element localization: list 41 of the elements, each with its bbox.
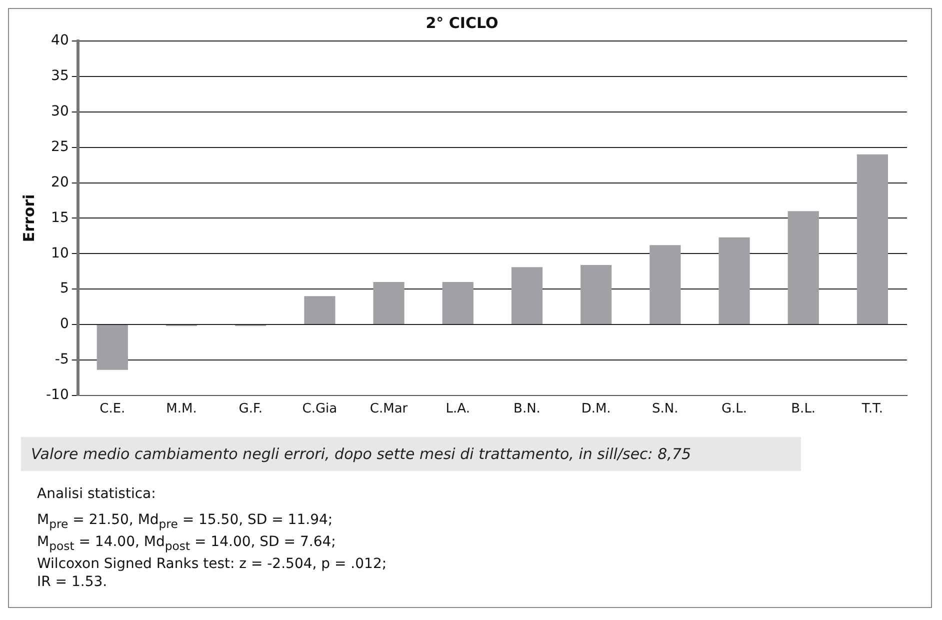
- bar: [442, 282, 474, 324]
- text: Wilcoxon Signed Ranks test: z = -2.504, p = .012;: [37, 554, 388, 573]
- x-tick-label: C.Mar: [370, 402, 408, 417]
- x-tick-label: L.A.: [446, 402, 470, 417]
- bar: [511, 267, 543, 324]
- y-tick-label: -10: [46, 387, 69, 404]
- bar: [580, 264, 612, 324]
- text: M$_{post}$ = 14.00, Md$_{post}$ = 14.00, SD = 7.64;: [37, 532, 337, 555]
- y-tick-label: -5: [54, 352, 69, 368]
- x-tick-label: G.L.: [721, 402, 748, 417]
- y-tick-label: 40: [51, 32, 69, 49]
- y-tick-label: 30: [51, 104, 69, 120]
- x-tick-label: B.L.: [791, 402, 816, 417]
- x-tick-label: T.T.: [860, 402, 883, 417]
- y-tick-label: 0: [60, 316, 69, 332]
- bar: [304, 296, 336, 324]
- y-tick-label: 5: [60, 280, 69, 297]
- y-tick-label: 20: [51, 174, 69, 190]
- x-tick-label: D.M.: [581, 402, 611, 417]
- bar: [788, 211, 819, 324]
- y-tick-label: 25: [51, 138, 69, 155]
- y-axis-title: Errori: [20, 194, 38, 242]
- text: Analisi statistica:: [37, 485, 157, 503]
- text: Valore medio cambiamento negli errori, dopo sette mesi di trattamento, in sill/sec: 8,75: [21, 437, 801, 471]
- bar: [650, 245, 681, 324]
- text: IR = 1.53.: [37, 572, 108, 591]
- y-tick-label: 15: [51, 210, 69, 226]
- x-tick-label: C.Gia: [302, 402, 338, 417]
- y-tick-label: 35: [51, 68, 69, 84]
- chart-title: 2° CICLO: [426, 14, 498, 32]
- x-tick-label: G.F.: [238, 402, 262, 417]
- x-tick-label: B.N.: [514, 402, 540, 417]
- y-tick-label: 10: [51, 245, 69, 262]
- bar: [856, 154, 888, 324]
- x-tick-label: S.N.: [652, 402, 678, 417]
- x-tick-label: C.E.: [100, 402, 126, 417]
- text: M$_{pre}$ = 21.50, Md$_{pre}$ = 15.50, SD = 11.94;: [37, 511, 334, 533]
- bar: [96, 325, 128, 370]
- bar: [718, 237, 750, 324]
- x-tick-label: M.M.: [166, 402, 197, 417]
- bar: [373, 282, 404, 324]
